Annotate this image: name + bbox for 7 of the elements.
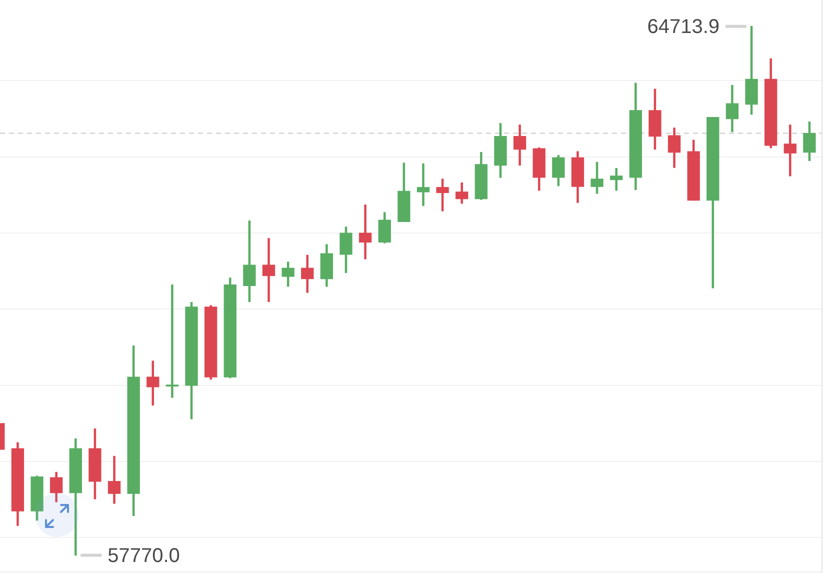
candlestick [784, 124, 796, 176]
annotation: 57770.0 [108, 544, 180, 567]
candlestick [166, 284, 179, 398]
candlestick [358, 204, 372, 260]
annotation: 64713.9 [647, 16, 720, 38]
candlestick [416, 163, 430, 206]
candlestick [262, 238, 276, 302]
